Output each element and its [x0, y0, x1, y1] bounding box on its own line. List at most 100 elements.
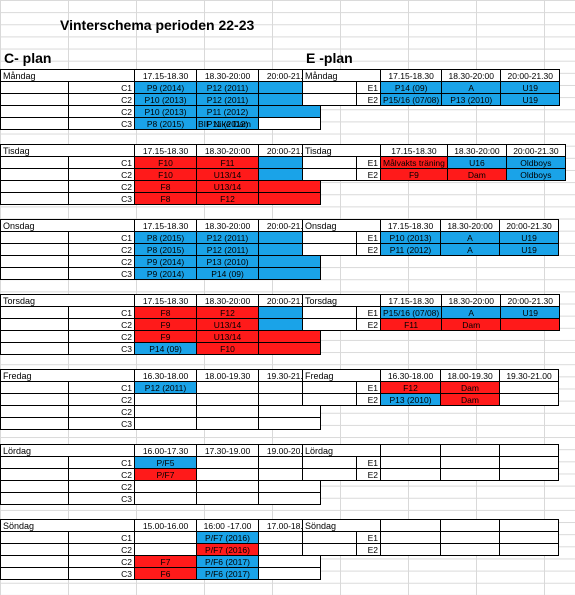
schedule-cell[interactable]: P13 (2010)	[380, 393, 441, 406]
schedule-cell[interactable]: P13 (2010)	[196, 255, 259, 268]
schedule-cell[interactable]: P10 (2013)	[380, 231, 441, 244]
schedule-cell[interactable]	[499, 456, 559, 469]
schedule-cell[interactable]: P15/16 (07/08)	[379, 306, 443, 319]
schedule-cell[interactable]: P11 (2012)	[196, 117, 259, 130]
schedule-cell[interactable]: P/F7 (2016)	[196, 531, 259, 544]
schedule-cell[interactable]: P11 (2012)	[196, 105, 259, 118]
schedule-cell[interactable]	[134, 543, 197, 556]
schedule-cell[interactable]	[258, 405, 321, 418]
schedule-cell[interactable]: F12	[196, 306, 259, 319]
schedule-cell[interactable]	[258, 567, 321, 580]
schedule-cell[interactable]	[440, 456, 500, 469]
schedule-cell[interactable]	[499, 531, 559, 544]
schedule-cell[interactable]: U13/14	[196, 318, 259, 331]
schedule-cell[interactable]	[380, 468, 441, 481]
schedule-cell[interactable]: U19	[500, 93, 561, 106]
schedule-cell[interactable]: A	[440, 243, 500, 256]
schedule-cell[interactable]: F9	[380, 168, 448, 181]
schedule-cell[interactable]: P9 (2014)	[134, 267, 197, 280]
schedule-cell[interactable]	[440, 468, 500, 481]
schedule-cell[interactable]: P14 (09)	[134, 342, 197, 355]
schedule-cell[interactable]: P/F5	[134, 456, 197, 469]
schedule-cell[interactable]	[134, 393, 197, 406]
schedule-cell[interactable]: F12	[196, 192, 259, 205]
schedule-cell[interactable]	[380, 456, 441, 469]
schedule-cell[interactable]: F11	[196, 156, 259, 169]
schedule-cell[interactable]	[258, 180, 321, 193]
schedule-cell[interactable]: Dam	[441, 318, 502, 331]
schedule-cell[interactable]	[499, 381, 559, 394]
schedule-cell[interactable]: P8 (2015)	[134, 117, 197, 130]
schedule-cell[interactable]	[196, 405, 259, 418]
schedule-cell[interactable]	[258, 492, 321, 505]
schedule-cell[interactable]	[440, 531, 500, 544]
schedule-cell[interactable]	[440, 543, 500, 556]
schedule-cell[interactable]: U13/14	[196, 180, 259, 193]
schedule-cell[interactable]: F7	[134, 555, 197, 568]
schedule-cell[interactable]	[196, 480, 259, 493]
schedule-cell[interactable]	[196, 468, 259, 481]
schedule-cell[interactable]	[258, 255, 321, 268]
schedule-cell[interactable]	[500, 318, 561, 331]
schedule-cell[interactable]: U19	[499, 231, 559, 244]
schedule-cell[interactable]	[196, 417, 259, 430]
schedule-cell[interactable]: P12 (2011)	[196, 231, 259, 244]
schedule-cell[interactable]	[134, 480, 197, 493]
schedule-cell[interactable]	[134, 417, 197, 430]
schedule-cell[interactable]: F12	[380, 381, 441, 394]
schedule-cell[interactable]	[196, 381, 259, 394]
schedule-cell[interactable]: U13/14	[196, 330, 259, 343]
schedule-cell[interactable]	[499, 468, 559, 481]
schedule-cell[interactable]: F9	[134, 330, 197, 343]
schedule-cell[interactable]: Oldboys	[505, 168, 566, 181]
schedule-cell[interactable]: P12 (2011)	[196, 93, 259, 106]
schedule-cell[interactable]: F6	[134, 567, 197, 580]
schedule-cell[interactable]: F8	[134, 306, 197, 319]
schedule-cell[interactable]: F10	[196, 342, 259, 355]
schedule-cell[interactable]: U19	[500, 81, 561, 94]
schedule-cell[interactable]	[258, 555, 321, 568]
schedule-cell[interactable]	[196, 492, 259, 505]
schedule-cell[interactable]: Oldboys	[505, 156, 566, 169]
schedule-cell[interactable]	[134, 531, 197, 544]
schedule-cell[interactable]	[196, 393, 259, 406]
schedule-cell[interactable]	[258, 330, 321, 343]
schedule-cell[interactable]: A	[440, 231, 500, 244]
schedule-cell[interactable]: P/F7	[134, 468, 197, 481]
schedule-cell[interactable]	[134, 405, 197, 418]
schedule-cell[interactable]: A	[441, 81, 502, 94]
schedule-cell[interactable]	[258, 117, 321, 130]
schedule-cell[interactable]: F8	[134, 192, 197, 205]
schedule-cell[interactable]: P11 (2012)	[380, 243, 441, 256]
schedule-cell[interactable]	[258, 417, 321, 430]
schedule-cell[interactable]: Dam	[446, 168, 507, 181]
schedule-cell[interactable]	[499, 543, 559, 556]
schedule-cell[interactable]: P13 (2010)	[441, 93, 502, 106]
schedule-cell[interactable]: U19	[500, 306, 561, 319]
schedule-cell[interactable]: P8 (2015)	[134, 231, 197, 244]
schedule-cell[interactable]: U19	[499, 243, 559, 256]
schedule-cell[interactable]	[258, 342, 321, 355]
schedule-cell[interactable]: Dam	[440, 393, 500, 406]
schedule-cell[interactable]: P8 (2015)	[134, 243, 197, 256]
schedule-cell[interactable]	[380, 531, 441, 544]
schedule-cell[interactable]: P14 (09)	[196, 267, 259, 280]
schedule-cell[interactable]: P10 (2013)	[134, 93, 197, 106]
schedule-cell[interactable]: U13/14	[196, 168, 259, 181]
schedule-cell[interactable]: P12 (2011)	[196, 243, 259, 256]
schedule-cell[interactable]: P/F6 (2017)	[196, 567, 259, 580]
schedule-cell[interactable]: P14 (09)	[379, 81, 443, 94]
schedule-cell[interactable]: P/F7 (2016)	[196, 543, 259, 556]
schedule-cell[interactable]	[258, 192, 321, 205]
schedule-cell[interactable]: Målvakts träning	[380, 156, 448, 169]
schedule-cell[interactable]	[258, 105, 321, 118]
schedule-cell[interactable]: P9 (2014)	[134, 255, 197, 268]
schedule-cell[interactable]: A	[441, 306, 502, 319]
schedule-cell[interactable]	[258, 267, 321, 280]
schedule-cell[interactable]: P12 (2011)	[196, 81, 259, 94]
schedule-cell[interactable]: P10 (2013)	[134, 105, 197, 118]
schedule-cell[interactable]	[380, 543, 441, 556]
schedule-cell[interactable]: P9 (2014)	[134, 81, 197, 94]
schedule-cell[interactable]: F11	[379, 318, 443, 331]
schedule-cell[interactable]	[134, 492, 197, 505]
